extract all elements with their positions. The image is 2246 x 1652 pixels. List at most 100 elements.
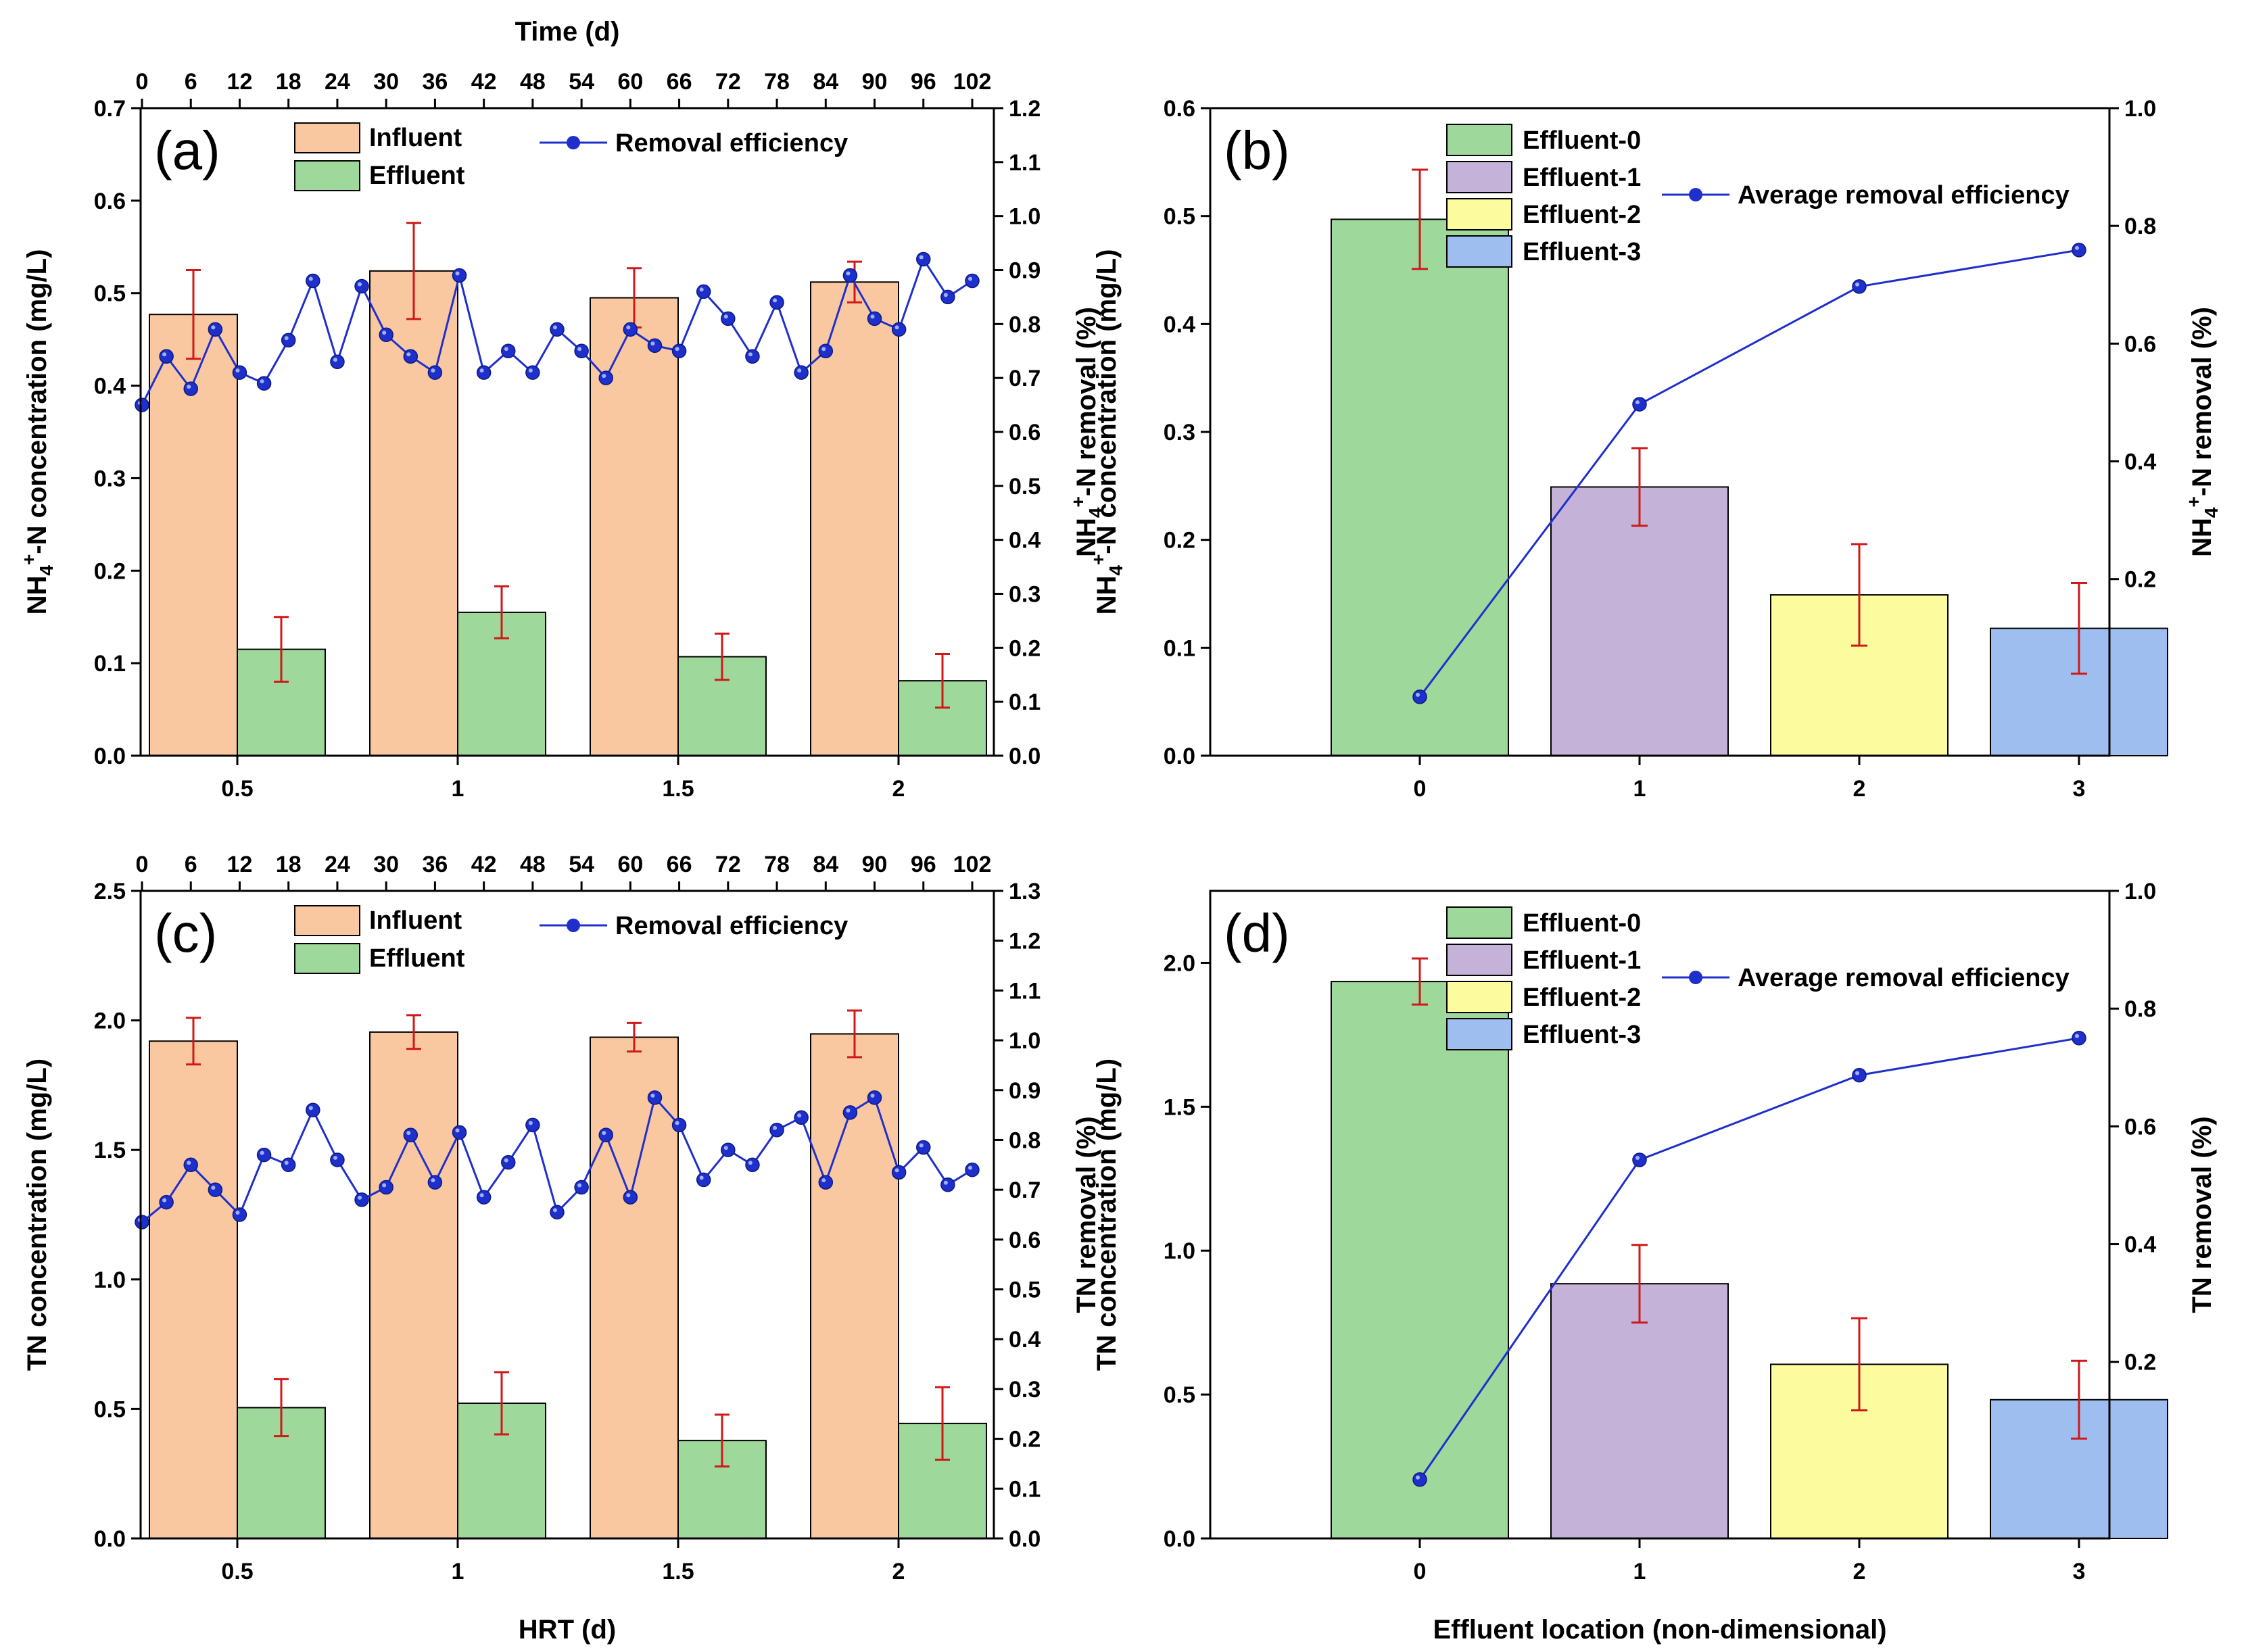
- removal-point-highlight: [455, 271, 460, 276]
- removal-point: [476, 1190, 492, 1205]
- top-tick-label: 96: [911, 852, 936, 877]
- y2-tick-label: 1.0: [2124, 96, 2156, 122]
- top-tick-label: 78: [764, 852, 790, 877]
- removal-point-highlight: [406, 1131, 411, 1136]
- removal-point: [671, 343, 687, 358]
- legend-influent-label: Influent: [369, 124, 462, 152]
- top-tick-label: 84: [813, 852, 838, 877]
- removal-point-highlight: [626, 1193, 631, 1198]
- y2-tick-label: 0.4: [1009, 528, 1041, 554]
- removal-point-highlight: [333, 1155, 337, 1160]
- removal-point: [379, 327, 393, 343]
- removal-point: [598, 370, 613, 385]
- x-axis-title: Effluent location (non-dimensional): [1433, 1615, 1886, 1645]
- removal-point: [647, 338, 663, 354]
- removal-point-highlight: [919, 255, 924, 260]
- removal-point: [2072, 243, 2086, 258]
- removal-point: [965, 273, 980, 289]
- y2-tick-label: 0.7: [1009, 366, 1041, 391]
- legend-effluent-2-label: Effluent-2: [1523, 201, 1641, 229]
- removal-point: [867, 311, 882, 326]
- top-tick-label: 72: [715, 69, 741, 95]
- removal-point: [501, 343, 516, 358]
- effluent-1-bar: [1550, 486, 1729, 756]
- legend-influent-label: Influent: [369, 906, 462, 935]
- removal-point-highlight: [846, 1108, 851, 1113]
- top-tick-label: 12: [227, 69, 253, 95]
- removal-point: [940, 1177, 955, 1192]
- removal-point-highlight: [602, 374, 606, 379]
- y2-tick-label: 0.2: [1009, 635, 1041, 661]
- removal-point-highlight: [333, 358, 337, 362]
- panel-d: 0.00.51.01.52.00.00.20.40.60.81.0TN conc…: [1092, 879, 2217, 1645]
- x-tick-label: 2: [1853, 776, 1866, 802]
- y-tick-label: 0.0: [94, 1526, 126, 1552]
- removal-point-highlight: [187, 385, 191, 389]
- y2-tick-label: 0.4: [2124, 1232, 2156, 1258]
- removal-point-highlight: [1855, 1071, 1859, 1075]
- top-tick-label: 18: [276, 852, 302, 877]
- y2-tick-label: 0.8: [2124, 214, 2156, 239]
- removal-point: [232, 365, 247, 380]
- top-tick-label: 48: [520, 852, 546, 877]
- y-tick-label: 2.5: [94, 879, 126, 904]
- top-tick-label: 6: [185, 69, 197, 95]
- removal-point: [696, 1172, 711, 1188]
- legend-effluent-1-swatch: [1446, 161, 1512, 193]
- y-tick-label: 2.0: [1164, 950, 1195, 976]
- x-axis-title: HRT (d): [519, 1615, 616, 1645]
- y2-tick-label: 0.5: [1009, 1278, 1041, 1303]
- y2-tick-label: 0.4: [2124, 450, 2156, 475]
- legend-effluent-0-label: Effluent-0: [1523, 126, 1641, 155]
- removal-point: [208, 322, 223, 337]
- y-tick-label: 2.0: [94, 1009, 126, 1034]
- panel-c: 0.0 0.5 1.0 1.5 2.0 2.5 0.0 0.1 0.2 0.3 0.4 0.5 0.6 0…: [22, 852, 1101, 1645]
- removal-point-highlight: [699, 1175, 704, 1180]
- top-tick-label: 0: [136, 69, 149, 95]
- removal-point-highlight: [748, 1161, 752, 1165]
- removal-point-highlight: [748, 352, 752, 357]
- legend-effluent-3-swatch: [1446, 1018, 1512, 1050]
- top-tick-label: 24: [325, 69, 350, 95]
- removal-point: [721, 311, 736, 326]
- removal-point: [2072, 1030, 2086, 1046]
- removal-point-highlight: [577, 1183, 582, 1188]
- removal-point: [867, 1090, 882, 1105]
- top-tick-label: 60: [617, 69, 643, 95]
- removal-point-highlight: [406, 352, 411, 357]
- removal-point-highlight: [1635, 1156, 1640, 1161]
- y2-tick-label: 0.3: [1009, 582, 1041, 608]
- removal-point: [330, 354, 345, 369]
- y2-tick-label: 0.1: [1009, 1476, 1041, 1502]
- top-tick-label: 42: [471, 852, 497, 877]
- panel-label: (d): [1224, 903, 1290, 963]
- y-tick-label: 0.0: [94, 744, 126, 769]
- removal-point: [256, 376, 272, 391]
- y-axis-title: TN concentration (mg/L): [1092, 1059, 1122, 1371]
- removal-point: [1412, 1472, 1427, 1487]
- removal-point-highlight: [943, 1180, 948, 1185]
- removal-point-highlight: [504, 1158, 508, 1163]
- y2-tick-label: 0.4: [1009, 1327, 1041, 1353]
- removal-point: [183, 1157, 198, 1173]
- removal-point: [696, 284, 711, 299]
- removal-point: [891, 1165, 907, 1180]
- y2-tick-label: 0.5: [1009, 474, 1041, 500]
- removal-point-highlight: [2075, 1034, 2079, 1038]
- y-tick-label: 1.5: [94, 1138, 126, 1163]
- legend-line-label: Removal efficiency: [615, 129, 848, 157]
- legend-line-marker: [1689, 188, 1702, 201]
- removal-point: [745, 1157, 760, 1173]
- removal-efficiency-line: [1418, 1037, 2080, 1480]
- x-tick-label: 3: [2073, 776, 2086, 802]
- y2-tick-label: 0.1: [1009, 689, 1041, 715]
- influent-bar: [590, 297, 679, 756]
- removal-point: [452, 1125, 467, 1140]
- removal-point: [256, 1147, 272, 1163]
- legend-effluent-label: Effluent: [369, 944, 465, 973]
- y2-tick-label: 1.0: [1009, 1028, 1041, 1054]
- removal-point: [940, 289, 955, 305]
- y2-tick-label: 1.0: [1009, 204, 1041, 230]
- panel-label: (b): [1224, 120, 1290, 180]
- y-tick-label: 0.6: [1164, 96, 1195, 122]
